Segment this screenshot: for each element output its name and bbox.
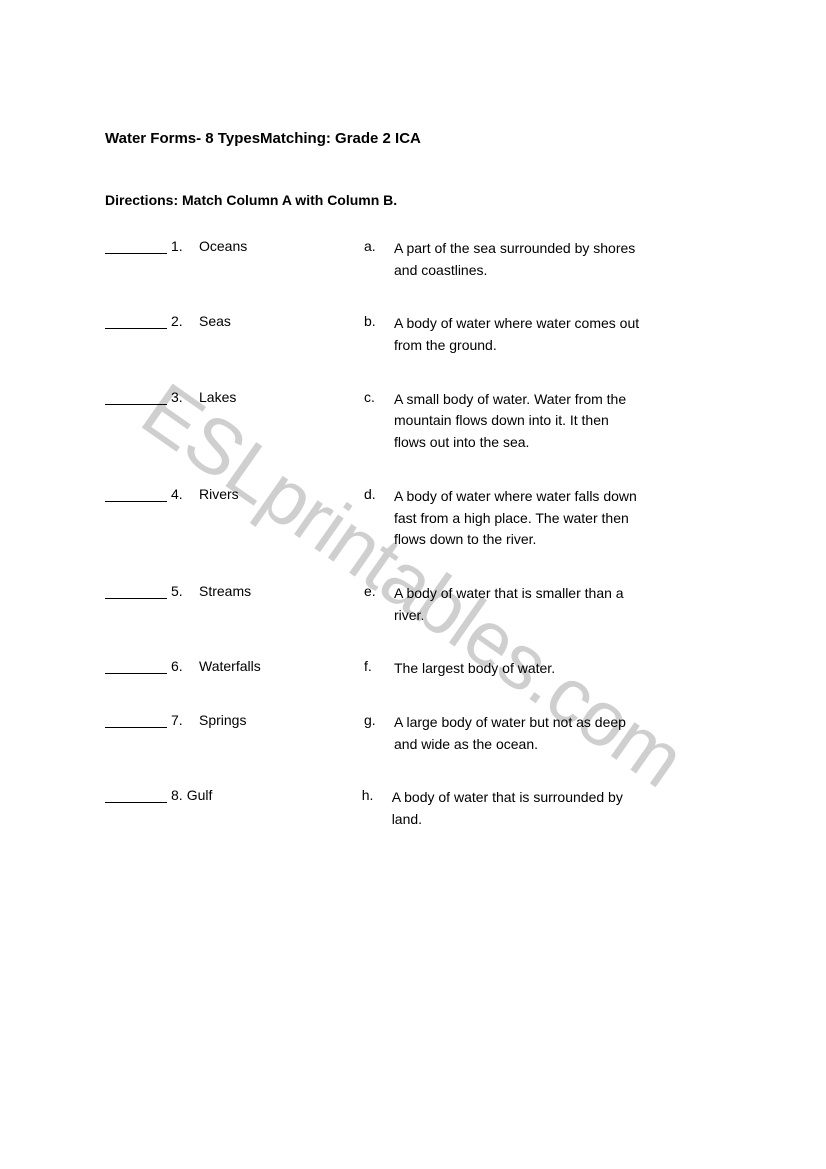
column-a-number: 6.: [171, 658, 199, 674]
match-row: 8. Gulf h. A body of water that is surro…: [105, 787, 726, 830]
column-a-number: 3.: [171, 389, 199, 405]
column-b-letter: b.: [364, 313, 394, 329]
column-a-number: 8.: [171, 787, 183, 803]
column-b-definition: A body of water where water comes out fr…: [394, 313, 644, 356]
column-a-term: Seas: [199, 313, 364, 329]
column-a-term: Rivers: [199, 486, 364, 502]
column-a-number: 2.: [171, 313, 199, 329]
column-b-definition: A body of water where water falls down f…: [394, 486, 644, 551]
answer-blank[interactable]: [105, 486, 167, 502]
column-b-letter: h.: [362, 787, 392, 803]
answer-blank[interactable]: [105, 658, 167, 674]
column-b-letter: g.: [364, 712, 394, 728]
match-row: 5. Streams e. A body of water that is sm…: [105, 583, 726, 626]
match-row: 4. Rivers d. A body of water where water…: [105, 486, 726, 551]
directions-text: Directions: Match Column A with Column B…: [105, 192, 726, 208]
column-a-term: Oceans: [199, 238, 364, 254]
match-row: 6. Waterfalls f. The largest body of wat…: [105, 658, 726, 680]
column-b-definition: A large body of water but not as deep an…: [394, 712, 644, 755]
column-a-number: 1.: [171, 238, 199, 254]
column-b-definition: A body of water that is surrounded by la…: [392, 787, 642, 830]
answer-blank[interactable]: [105, 712, 167, 728]
column-b-letter: c.: [364, 389, 394, 405]
column-a-number: 4.: [171, 486, 199, 502]
answer-blank[interactable]: [105, 583, 167, 599]
column-b-letter: e.: [364, 583, 394, 599]
column-a-term: Gulf: [187, 787, 362, 803]
match-row: 1. Oceans a. A part of the sea surrounde…: [105, 238, 726, 281]
column-b-definition: A part of the sea surrounded by shores a…: [394, 238, 644, 281]
column-b-letter: f.: [364, 658, 394, 674]
match-row: 3. Lakes c. A small body of water. Water…: [105, 389, 726, 454]
column-a-term: Streams: [199, 583, 364, 599]
match-row: 2. Seas b. A body of water where water c…: [105, 313, 726, 356]
answer-blank[interactable]: [105, 787, 167, 803]
worksheet-page: Water Forms- 8 TypesMatching: Grade 2 IC…: [0, 0, 826, 831]
column-a-term: Springs: [199, 712, 364, 728]
column-a-term: Waterfalls: [199, 658, 364, 674]
column-a-number: 5.: [171, 583, 199, 599]
column-a-term: Lakes: [199, 389, 364, 405]
answer-blank[interactable]: [105, 313, 167, 329]
answer-blank[interactable]: [105, 389, 167, 405]
match-row: 7. Springs g. A large body of water but …: [105, 712, 726, 755]
answer-blank[interactable]: [105, 238, 167, 254]
column-a-number: 7.: [171, 712, 199, 728]
page-title: Water Forms- 8 TypesMatching: Grade 2 IC…: [105, 130, 726, 147]
column-b-letter: a.: [364, 238, 394, 254]
column-b-letter: d.: [364, 486, 394, 502]
column-b-definition: The largest body of water.: [394, 658, 644, 680]
column-b-definition: A body of water that is smaller than a r…: [394, 583, 644, 626]
column-b-definition: A small body of water. Water from the mo…: [394, 389, 644, 454]
